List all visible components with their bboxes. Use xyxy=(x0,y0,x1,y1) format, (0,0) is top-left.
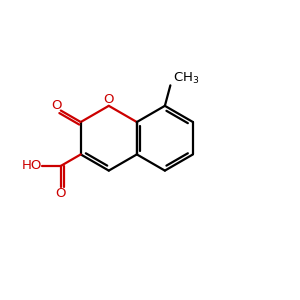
Text: HO: HO xyxy=(22,159,43,172)
Text: O: O xyxy=(51,99,62,112)
Text: CH$_3$: CH$_3$ xyxy=(173,71,199,86)
Text: O: O xyxy=(103,93,114,106)
Text: O: O xyxy=(56,187,66,200)
